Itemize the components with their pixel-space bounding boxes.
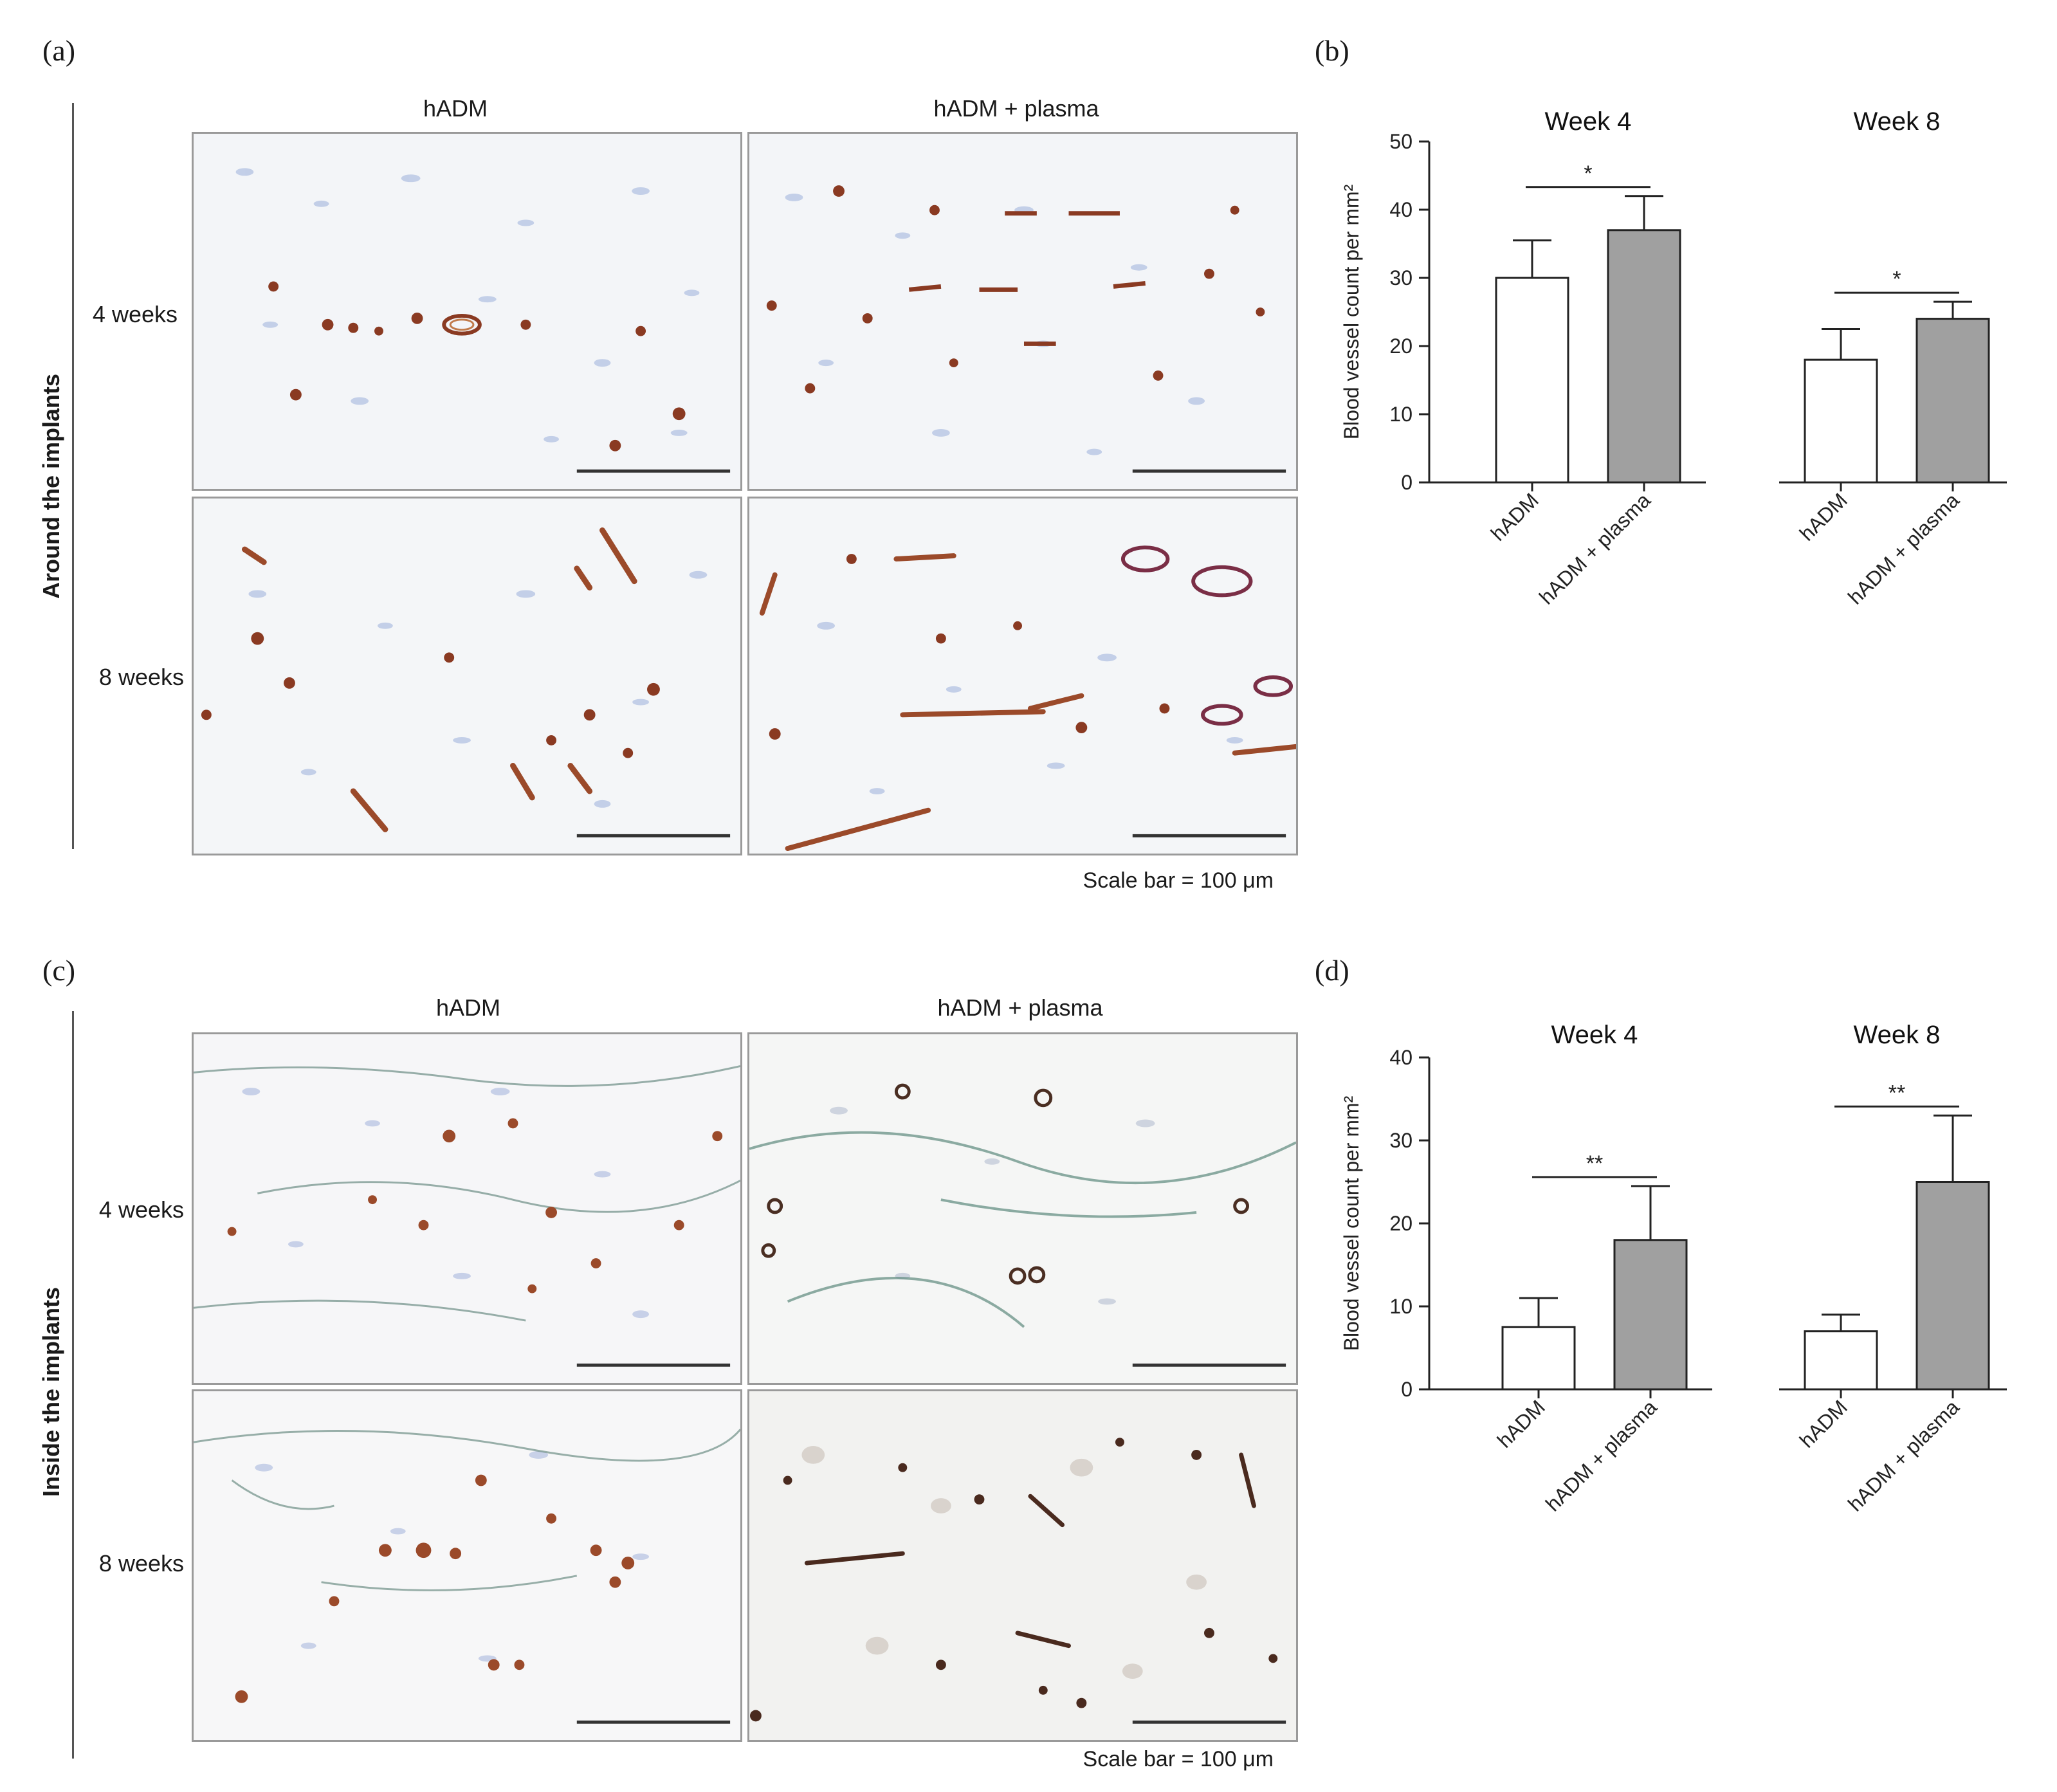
y-tick-label: 0	[1401, 1378, 1412, 1401]
y-tick-label: 0	[1401, 471, 1412, 494]
significance-marker: **	[1586, 1151, 1603, 1176]
side-divider-line	[72, 1011, 74, 1759]
micrograph-c-plasma-4wk	[747, 1032, 1298, 1385]
y-tick-label: 20	[1389, 1212, 1412, 1235]
micrograph-image	[194, 498, 740, 854]
y-tick-label: 30	[1389, 1129, 1412, 1152]
panel-d-letter: (d)	[1315, 954, 1349, 987]
micrograph-a-hadm-8wk	[192, 497, 742, 855]
significance-marker: *	[1892, 267, 1901, 291]
bar	[1501, 1326, 1576, 1391]
y-tick-label: 10	[1389, 1295, 1412, 1318]
bar	[1915, 318, 1990, 484]
y-tick-label: 30	[1389, 266, 1412, 289]
micrograph-image	[749, 1034, 1296, 1383]
bar	[1607, 229, 1681, 484]
group-title: Week 4	[1551, 1021, 1638, 1049]
column-header-hadm: hADM	[435, 994, 501, 1021]
group-title: Week 8	[1854, 107, 1941, 136]
micrograph-c-hadm-4wk	[192, 1032, 742, 1385]
panel-a-letter: (a)	[42, 34, 76, 67]
significance-marker: *	[1584, 161, 1592, 186]
micrograph-image	[194, 134, 740, 489]
row-label-4-weeks: 4 weeks	[92, 301, 178, 327]
side-label-around: Around the implants	[38, 374, 64, 599]
micrograph-image	[749, 134, 1296, 489]
column-header-hadm: hADM	[423, 95, 488, 122]
y-tick-label: 40	[1389, 198, 1412, 221]
y-axis-label: Blood vessel count per mm²	[1340, 184, 1363, 439]
bar	[1804, 358, 1878, 484]
micrograph-image	[749, 1391, 1296, 1740]
group-title: Week 8	[1854, 1021, 1941, 1049]
micrograph-c-plasma-8wk	[747, 1389, 1298, 1742]
bar-chart-b: 0 10 20 30 40 50 Blood vessel count per mm² hAD…	[1340, 107, 2007, 609]
micrograph-c-hadm-8wk	[192, 1389, 742, 1742]
y-tick-label: 20	[1389, 334, 1412, 358]
group-title: Week 4	[1545, 107, 1632, 136]
x-tick-label: hADM + plasma	[1535, 488, 1655, 608]
micrograph-image	[749, 498, 1296, 854]
micrograph-a-plasma-4wk	[747, 132, 1298, 491]
micrograph-a-plasma-8wk	[747, 497, 1298, 855]
y-tick-label: 40	[1389, 1046, 1412, 1069]
x-tick-label: hADM	[1795, 1395, 1852, 1452]
x-tick-label: hADM	[1795, 488, 1852, 545]
scale-bar-label-c: Scale bar = 100 μm	[1083, 1747, 1274, 1771]
column-header-hadm-plasma: hADM + plasma	[937, 994, 1103, 1021]
panel-b-letter: (b)	[1315, 34, 1349, 67]
side-label-inside: Inside the implants	[38, 1286, 64, 1497]
micrograph-image	[194, 1034, 740, 1383]
bar	[1915, 1181, 1990, 1391]
row-label-4-weeks: 4 weeks	[98, 1196, 184, 1223]
row-label-8-weeks: 8 weeks	[98, 664, 184, 690]
column-header-hadm-plasma: hADM + plasma	[933, 95, 1099, 122]
micrograph-a-hadm-4wk	[192, 132, 742, 491]
x-tick-label: hADM + plasma	[1843, 1395, 1964, 1515]
side-divider-line	[72, 103, 74, 849]
y-tick-label: 50	[1389, 130, 1412, 153]
x-tick-label: hADM + plasma	[1843, 488, 1964, 608]
panel-c-letter: (c)	[42, 954, 76, 987]
y-tick-label: 10	[1389, 403, 1412, 426]
y-axis-label: Blood vessel count per mm²	[1340, 1095, 1363, 1351]
bar	[1613, 1239, 1688, 1391]
x-tick-label: hADM	[1486, 488, 1543, 545]
significance-marker: **	[1888, 1081, 1905, 1105]
x-tick-label: hADM + plasma	[1541, 1395, 1661, 1515]
x-tick-label: hADM	[1493, 1395, 1550, 1452]
row-label-8-weeks: 8 weeks	[98, 1550, 184, 1577]
bar	[1495, 277, 1569, 484]
bar	[1804, 1330, 1878, 1391]
scale-bar-label-a: Scale bar = 100 μm	[1083, 868, 1274, 893]
micrograph-image	[194, 1391, 740, 1740]
